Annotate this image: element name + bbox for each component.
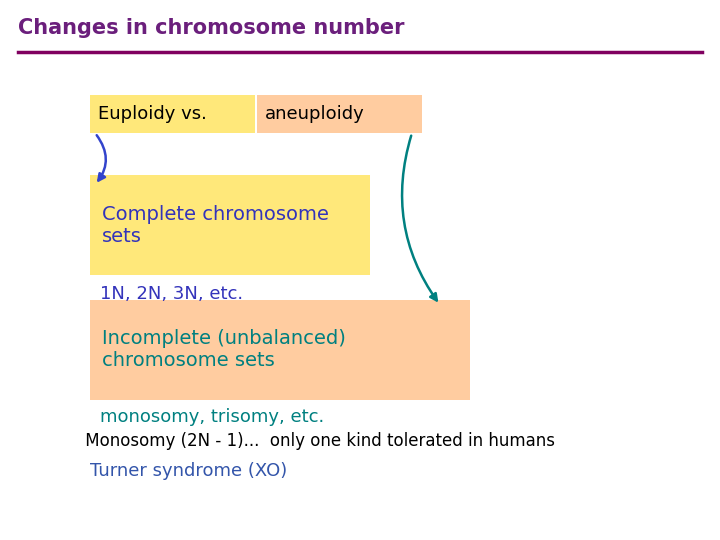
FancyBboxPatch shape	[90, 175, 370, 275]
Text: Incomplete (unbalanced)
chromosome sets: Incomplete (unbalanced) chromosome sets	[102, 329, 346, 370]
FancyBboxPatch shape	[257, 95, 422, 133]
Text: Complete chromosome
sets: Complete chromosome sets	[102, 205, 329, 246]
Text: Euploidy vs.: Euploidy vs.	[98, 105, 207, 123]
Text: Changes in chromosome number: Changes in chromosome number	[18, 18, 405, 38]
Text: Turner syndrome (XO): Turner syndrome (XO)	[90, 462, 287, 480]
Text: aneuploidy: aneuploidy	[265, 105, 365, 123]
Text: Monosomy (2N - 1)...  only one kind tolerated in humans: Monosomy (2N - 1)... only one kind toler…	[80, 432, 555, 450]
Text: 1N, 2N, 3N, etc.: 1N, 2N, 3N, etc.	[100, 285, 243, 303]
Text: monosomy, trisomy, etc.: monosomy, trisomy, etc.	[100, 408, 324, 426]
FancyBboxPatch shape	[90, 95, 255, 133]
FancyBboxPatch shape	[90, 300, 470, 400]
